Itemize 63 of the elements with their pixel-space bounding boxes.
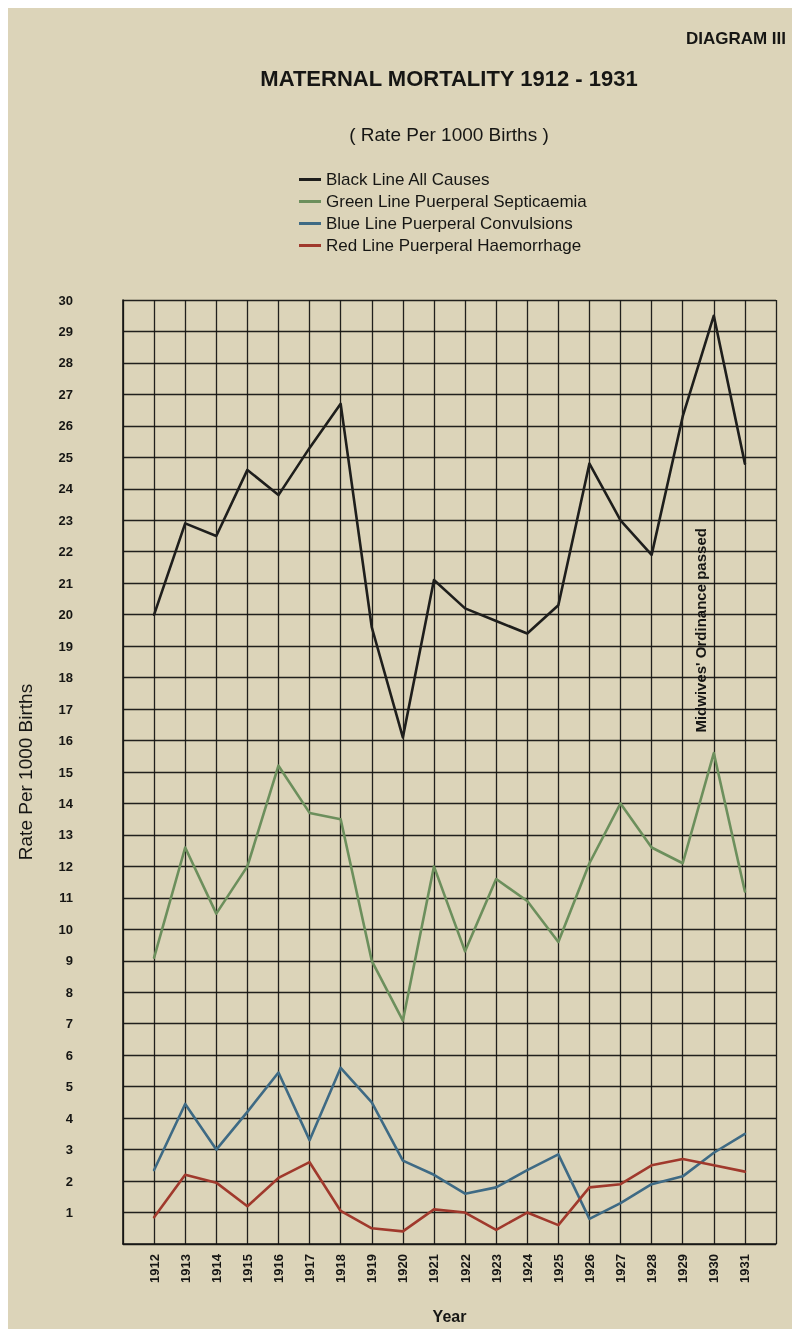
x-tick-label: 1924 <box>519 1253 535 1283</box>
x-tick-label: 1919 <box>364 1254 380 1283</box>
x-tick-label: 1918 <box>333 1254 349 1283</box>
x-axis-title: Year <box>432 1307 467 1325</box>
y-tick-label: 12 <box>58 858 73 874</box>
legend-label: Black Line All Causes <box>326 170 490 189</box>
x-tick-label: 1927 <box>613 1254 629 1283</box>
y-tick-label: 23 <box>58 512 73 528</box>
x-tick-label: 1925 <box>550 1254 566 1283</box>
y-tick-label: 26 <box>58 418 73 434</box>
y-tick-label: 22 <box>58 544 73 560</box>
y-tick-label: 13 <box>58 827 73 843</box>
y-tick-label: 9 <box>65 953 73 969</box>
x-tick-label: 1929 <box>675 1254 691 1283</box>
x-tick-label: 1915 <box>239 1254 255 1283</box>
y-tick-label: 15 <box>58 764 73 780</box>
legend-label: Red Line Puerperal Haemorrhage <box>326 236 582 255</box>
x-tick-label: 1931 <box>737 1254 753 1283</box>
y-tick-label: 1 <box>65 1205 73 1221</box>
chart-subtitle: ( Rate Per 1000 Births ) <box>349 124 549 145</box>
y-tick-label: 24 <box>58 481 74 497</box>
x-tick-label: 1923 <box>488 1254 504 1283</box>
annotation: Midwives' Ordinance passed <box>691 528 709 733</box>
legend-label: Blue Line Puerperal Convulsions <box>326 214 573 233</box>
x-tick-label: 1928 <box>644 1254 660 1283</box>
line-series <box>152 751 747 1022</box>
x-tick-label: 1922 <box>457 1254 473 1283</box>
y-tick-label: 4 <box>65 1110 74 1126</box>
y-tick-label: 18 <box>58 670 73 686</box>
legend-label: Green Line Puerperal Septicaemia <box>326 192 588 211</box>
y-tick-label: 11 <box>59 890 73 906</box>
y-axis-title: Rate Per 1000 Births <box>15 683 36 861</box>
y-tick-label: 28 <box>58 355 73 371</box>
y-tick-label: 29 <box>58 323 73 339</box>
y-tick-label: 8 <box>65 984 73 1000</box>
y-tick-label: 20 <box>58 607 73 623</box>
x-tick-label: 1921 <box>426 1254 442 1283</box>
y-tick-label: 17 <box>58 701 73 717</box>
y-tick-label: 7 <box>65 1016 73 1032</box>
x-tick-label: 1914 <box>208 1253 224 1283</box>
y-tick-label: 3 <box>65 1142 73 1158</box>
line-series <box>152 1157 747 1233</box>
y-tick-label: 16 <box>58 733 73 749</box>
x-tick-label: 1913 <box>177 1254 193 1283</box>
y-tick-label: 30 <box>58 292 73 308</box>
y-tick-label: 25 <box>58 449 73 465</box>
x-tick-label: 1930 <box>706 1254 722 1283</box>
x-tick-label: 1916 <box>270 1254 286 1283</box>
line-series <box>152 1066 747 1221</box>
x-tick-label: 1917 <box>302 1254 318 1283</box>
y-tick-label: 10 <box>58 921 73 937</box>
x-tick-label: 1926 <box>581 1254 597 1283</box>
y-tick-label: 5 <box>65 1079 73 1095</box>
y-tick-label: 27 <box>58 386 73 402</box>
y-tick-label: 19 <box>58 638 73 654</box>
y-tick-label: 6 <box>65 1047 73 1063</box>
y-tick-label: 21 <box>58 575 73 591</box>
x-tick-label: 1912 <box>146 1254 162 1283</box>
chart-title: MATERNAL MORTALITY 1912 - 1931 <box>260 65 638 91</box>
y-tick-label: 2 <box>65 1173 73 1189</box>
y-tick-label: 14 <box>58 795 74 811</box>
text: DIAGRAM III <box>685 29 786 48</box>
x-tick-label: 1920 <box>395 1254 411 1283</box>
